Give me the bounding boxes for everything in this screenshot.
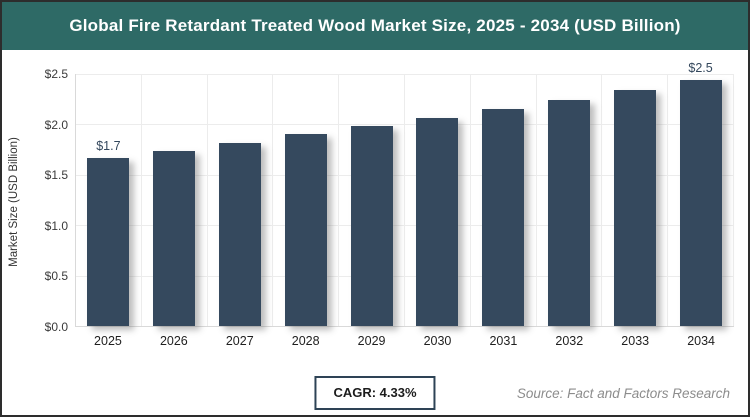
- bar-2033: [613, 90, 656, 326]
- cagr-box: CAGR: 4.33%: [314, 376, 436, 410]
- bar-column: $2.5: [668, 61, 734, 326]
- source-attribution: Source: Fact and Factors Research: [516, 386, 730, 401]
- bar-2034: [679, 80, 722, 326]
- chart-header: Global Fire Retardant Treated Wood Marke…: [2, 2, 748, 50]
- bar-column: [273, 74, 340, 326]
- bar-column: [471, 74, 537, 326]
- x-axis-label: 2031: [489, 334, 518, 348]
- bar-2031: [482, 109, 525, 326]
- bar-column: [142, 74, 208, 326]
- y-tick-label: $0.0: [44, 320, 68, 334]
- x-axis-label: 2030: [423, 334, 452, 348]
- bar-2027: [218, 142, 261, 326]
- bar-value-label: $2.5: [688, 61, 713, 76]
- plot-area: $1.7 $2.5: [75, 61, 734, 327]
- gridline: [76, 124, 734, 126]
- gridline: [76, 275, 734, 277]
- x-axis-label: 2033: [621, 334, 650, 348]
- bar-column: [339, 74, 405, 326]
- x-axis-label: 2025: [94, 334, 122, 348]
- x-axis-label: 2027: [225, 334, 254, 348]
- bar-column: [602, 74, 669, 326]
- bar-2026: [153, 150, 196, 326]
- bar-column: [405, 74, 471, 326]
- bar-2025: [87, 157, 130, 326]
- cagr-label: CAGR: 4.33%: [333, 385, 417, 400]
- gridline: [76, 225, 734, 227]
- bar-2029: [350, 126, 393, 326]
- y-tick-label: $2.0: [44, 117, 68, 132]
- bar-2028: [284, 134, 327, 326]
- y-tick-label: $1.0: [44, 218, 68, 233]
- bar-2030: [416, 118, 459, 326]
- y-tick-label: $1.5: [44, 168, 68, 183]
- bar-column: $1.7: [76, 74, 142, 326]
- y-tick-label: $0.5: [44, 269, 68, 284]
- x-axis-label: 2032: [555, 334, 584, 348]
- y-axis-tick-labels: $0.0 $0.5 $1.0 $1.5 $2.0 $2.5: [2, 67, 68, 334]
- x-axis-label: 2026: [159, 334, 188, 348]
- y-tick-label: $2.5: [44, 67, 68, 81]
- bar-2032: [547, 100, 590, 326]
- bar-columns: $1.7 $2.5: [76, 61, 734, 326]
- bar-column: [537, 74, 603, 326]
- gridline: [76, 74, 734, 75]
- gridline: [76, 174, 734, 176]
- x-axis-label: 2034: [687, 334, 716, 348]
- chart-title: Global Fire Retardant Treated Wood Marke…: [69, 16, 681, 35]
- x-axis-label: 2029: [357, 334, 386, 348]
- bar-column: [208, 74, 274, 326]
- x-axis-label: 2028: [291, 334, 320, 348]
- x-axis-labels: 2025 2026 2027 2028 2029 2030 2031 2032 2033 2034: [75, 334, 734, 348]
- bar-value-label: $1.7: [96, 138, 121, 153]
